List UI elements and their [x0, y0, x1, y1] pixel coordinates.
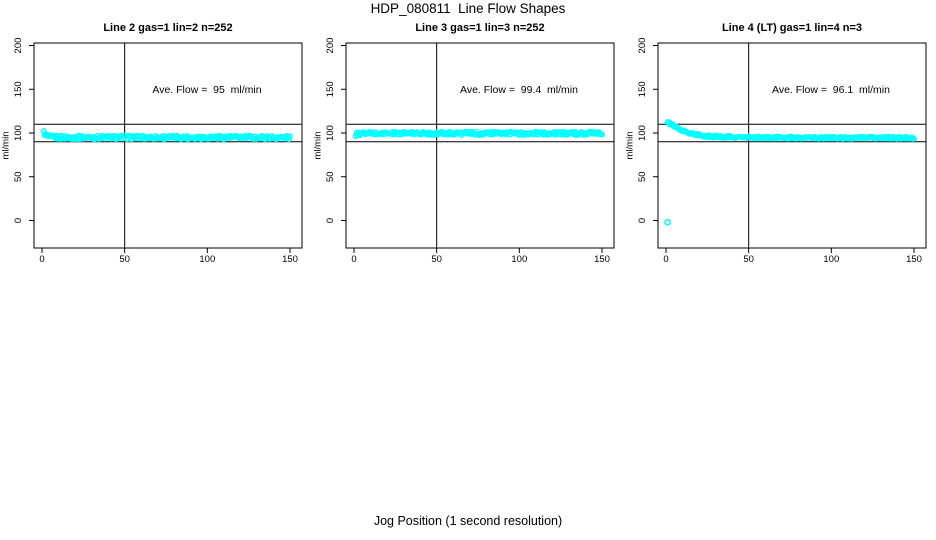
svg-text:50: 50 — [431, 254, 442, 265]
svg-text:100: 100 — [13, 125, 24, 141]
data-points — [40, 127, 293, 143]
svg-text:100: 100 — [823, 254, 839, 265]
svg-text:50: 50 — [119, 254, 130, 265]
ave-flow-annotation: Ave. Flow = 95 ml/min — [152, 84, 261, 96]
svg-text:ml/min: ml/min — [625, 132, 636, 160]
svg-text:200: 200 — [325, 38, 336, 54]
svg-text:100: 100 — [325, 125, 336, 141]
plot-frame: 0 50 100 150 0 50 100 150 200 ml/min — [313, 38, 615, 265]
svg-text:200: 200 — [13, 38, 24, 54]
svg-text:150: 150 — [906, 254, 922, 265]
x-axis-title: Jog Position (1 second resolution) — [373, 514, 563, 528]
data-points — [352, 128, 605, 139]
svg-text:100: 100 — [511, 254, 527, 265]
ave-flow-annotation: Ave. Flow = 99.4 ml/min — [460, 84, 578, 96]
svg-text:200: 200 — [637, 38, 648, 54]
svg-text:0: 0 — [39, 254, 44, 265]
svg-text:0: 0 — [325, 218, 336, 223]
panel-title: Line 3 gas=1 lin=3 n=252 — [415, 22, 544, 34]
panel-line-2-plot: 0 50 100 150 0 50 100 150 200 ml/min Line 2 gas=1… — [1, 22, 303, 265]
data-points — [664, 119, 917, 226]
plot-frame: 0 50 100 150 0 50 100 150 200 ml/min — [1, 38, 303, 265]
panel-title: Line 4 (LT) gas=1 lin=4 n=3 — [722, 22, 862, 34]
svg-text:50: 50 — [13, 171, 24, 182]
chart-main-title: HDP_080811 Line Flow Shapes — [370, 1, 566, 16]
svg-text:0: 0 — [351, 254, 356, 265]
svg-text:0: 0 — [663, 254, 668, 265]
svg-text:50: 50 — [325, 171, 336, 182]
svg-text:ml/min: ml/min — [1, 132, 12, 160]
svg-text:50: 50 — [637, 171, 648, 182]
ave-flow-annotation: Ave. Flow = 96.1 ml/min — [772, 84, 890, 96]
svg-text:150: 150 — [637, 81, 648, 97]
svg-text:150: 150 — [594, 254, 610, 265]
svg-text:0: 0 — [637, 218, 648, 223]
panel-line-4: 0 50 100 150 0 50 100 150 200 ml/min Line 4 (LT) … — [624, 18, 936, 268]
panel-title: Line 2 gas=1 lin=2 n=252 — [103, 22, 232, 34]
panel-line-3: 0 50 100 150 0 50 100 150 200 ml/min Line 3 gas=1… — [312, 18, 624, 268]
svg-text:150: 150 — [325, 81, 336, 97]
svg-text:100: 100 — [637, 125, 648, 141]
svg-text:50: 50 — [743, 254, 754, 265]
svg-text:ml/min: ml/min — [313, 132, 324, 160]
svg-text:0: 0 — [13, 218, 24, 223]
panel-line-3-plot: 0 50 100 150 0 50 100 150 200 ml/min Line 3 gas=1… — [313, 22, 615, 265]
panel-line-4-plot: 0 50 100 150 0 50 100 150 200 ml/min Line 4 (LT) … — [625, 22, 927, 265]
svg-text:100: 100 — [199, 254, 215, 265]
panel-line-2: 0 50 100 150 0 50 100 150 200 ml/min Line 2 gas=1… — [0, 18, 312, 268]
svg-text:150: 150 — [13, 81, 24, 97]
plot-frame: 0 50 100 150 0 50 100 150 200 ml/min — [625, 38, 927, 265]
svg-text:150: 150 — [282, 254, 298, 265]
